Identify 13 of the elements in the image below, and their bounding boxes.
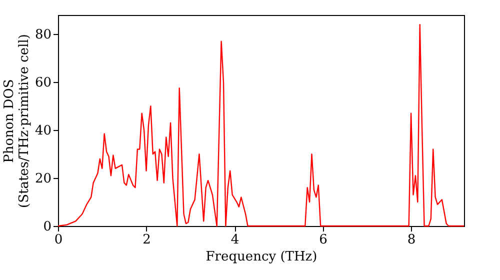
x-tick-label: 6 [319, 232, 328, 248]
x-tick-label: 2 [142, 232, 151, 248]
y-tick-label: 80 [34, 28, 52, 43]
y-tick-label: 20 [34, 172, 52, 187]
x-tick-label: 4 [230, 232, 240, 248]
x-tick-label: 8 [407, 232, 416, 248]
x-axis-title: Frequency (THz) [206, 250, 318, 264]
y-tick-label: 60 [34, 76, 52, 91]
y-tick-label: 40 [34, 124, 52, 139]
y-axis-title: Phonon DOS (States/THz·primitive cell) [2, 34, 32, 208]
line-series [57, 24, 465, 227]
y-tick-label: 0 [43, 220, 52, 234]
x-tick-label: 0 [54, 232, 63, 248]
